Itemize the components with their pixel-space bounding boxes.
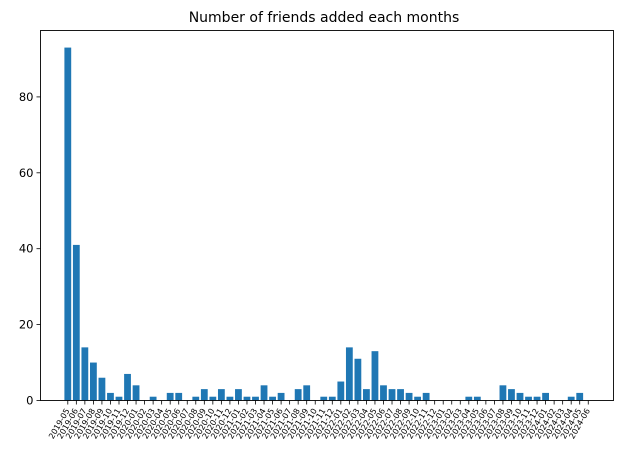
bar bbox=[576, 392, 584, 401]
bar bbox=[252, 396, 259, 401]
bar bbox=[72, 244, 80, 401]
plot-frame bbox=[40, 30, 614, 401]
bar bbox=[363, 389, 370, 401]
bar bbox=[107, 392, 114, 401]
bar bbox=[414, 396, 422, 401]
bar bbox=[388, 389, 396, 401]
y-tick-label: 0 bbox=[26, 394, 33, 408]
bar bbox=[320, 396, 328, 401]
y-tick-label: 40 bbox=[19, 242, 34, 256]
bar bbox=[260, 385, 268, 401]
bar bbox=[473, 396, 481, 401]
bar bbox=[269, 396, 276, 401]
bar bbox=[499, 385, 507, 401]
bar bbox=[235, 389, 242, 401]
bar bbox=[149, 396, 157, 401]
bar bbox=[64, 47, 72, 401]
bar bbox=[422, 392, 430, 401]
bars-group bbox=[64, 47, 584, 401]
bar bbox=[209, 396, 217, 401]
bar bbox=[567, 396, 575, 401]
bar bbox=[345, 347, 353, 401]
bar bbox=[525, 396, 532, 401]
bar bbox=[132, 385, 140, 401]
chart-title: Number of friends added each months bbox=[189, 10, 460, 26]
bar bbox=[371, 351, 379, 401]
bar bbox=[516, 392, 524, 401]
bar bbox=[542, 392, 549, 401]
bar bbox=[277, 392, 285, 401]
x-axis: 2019-052019-062019-072019-082019-092019-… bbox=[47, 400, 592, 440]
bar bbox=[243, 396, 251, 401]
bar bbox=[328, 396, 336, 401]
bar bbox=[81, 347, 89, 401]
bar bbox=[98, 377, 106, 401]
y-axis: 0 20 40 60 80 bbox=[19, 90, 41, 408]
y-tick-label: 20 bbox=[19, 318, 34, 332]
bar bbox=[508, 389, 515, 401]
bar bbox=[166, 392, 174, 401]
bar bbox=[175, 392, 183, 401]
bar bbox=[405, 392, 413, 401]
bar bbox=[90, 362, 97, 401]
bar bbox=[303, 385, 311, 401]
bar bbox=[533, 396, 541, 401]
bar bbox=[226, 396, 234, 401]
bar bbox=[465, 396, 473, 401]
bar bbox=[380, 385, 387, 401]
bar bbox=[397, 389, 404, 401]
bar bbox=[124, 373, 131, 401]
bar bbox=[217, 389, 225, 401]
y-tick-label: 60 bbox=[19, 166, 34, 180]
bar bbox=[354, 358, 362, 401]
bar bbox=[115, 396, 123, 401]
bar bbox=[337, 381, 345, 401]
bar bbox=[294, 389, 302, 401]
y-tick-label: 80 bbox=[19, 90, 34, 104]
bar bbox=[200, 389, 208, 401]
bar bbox=[192, 396, 200, 401]
